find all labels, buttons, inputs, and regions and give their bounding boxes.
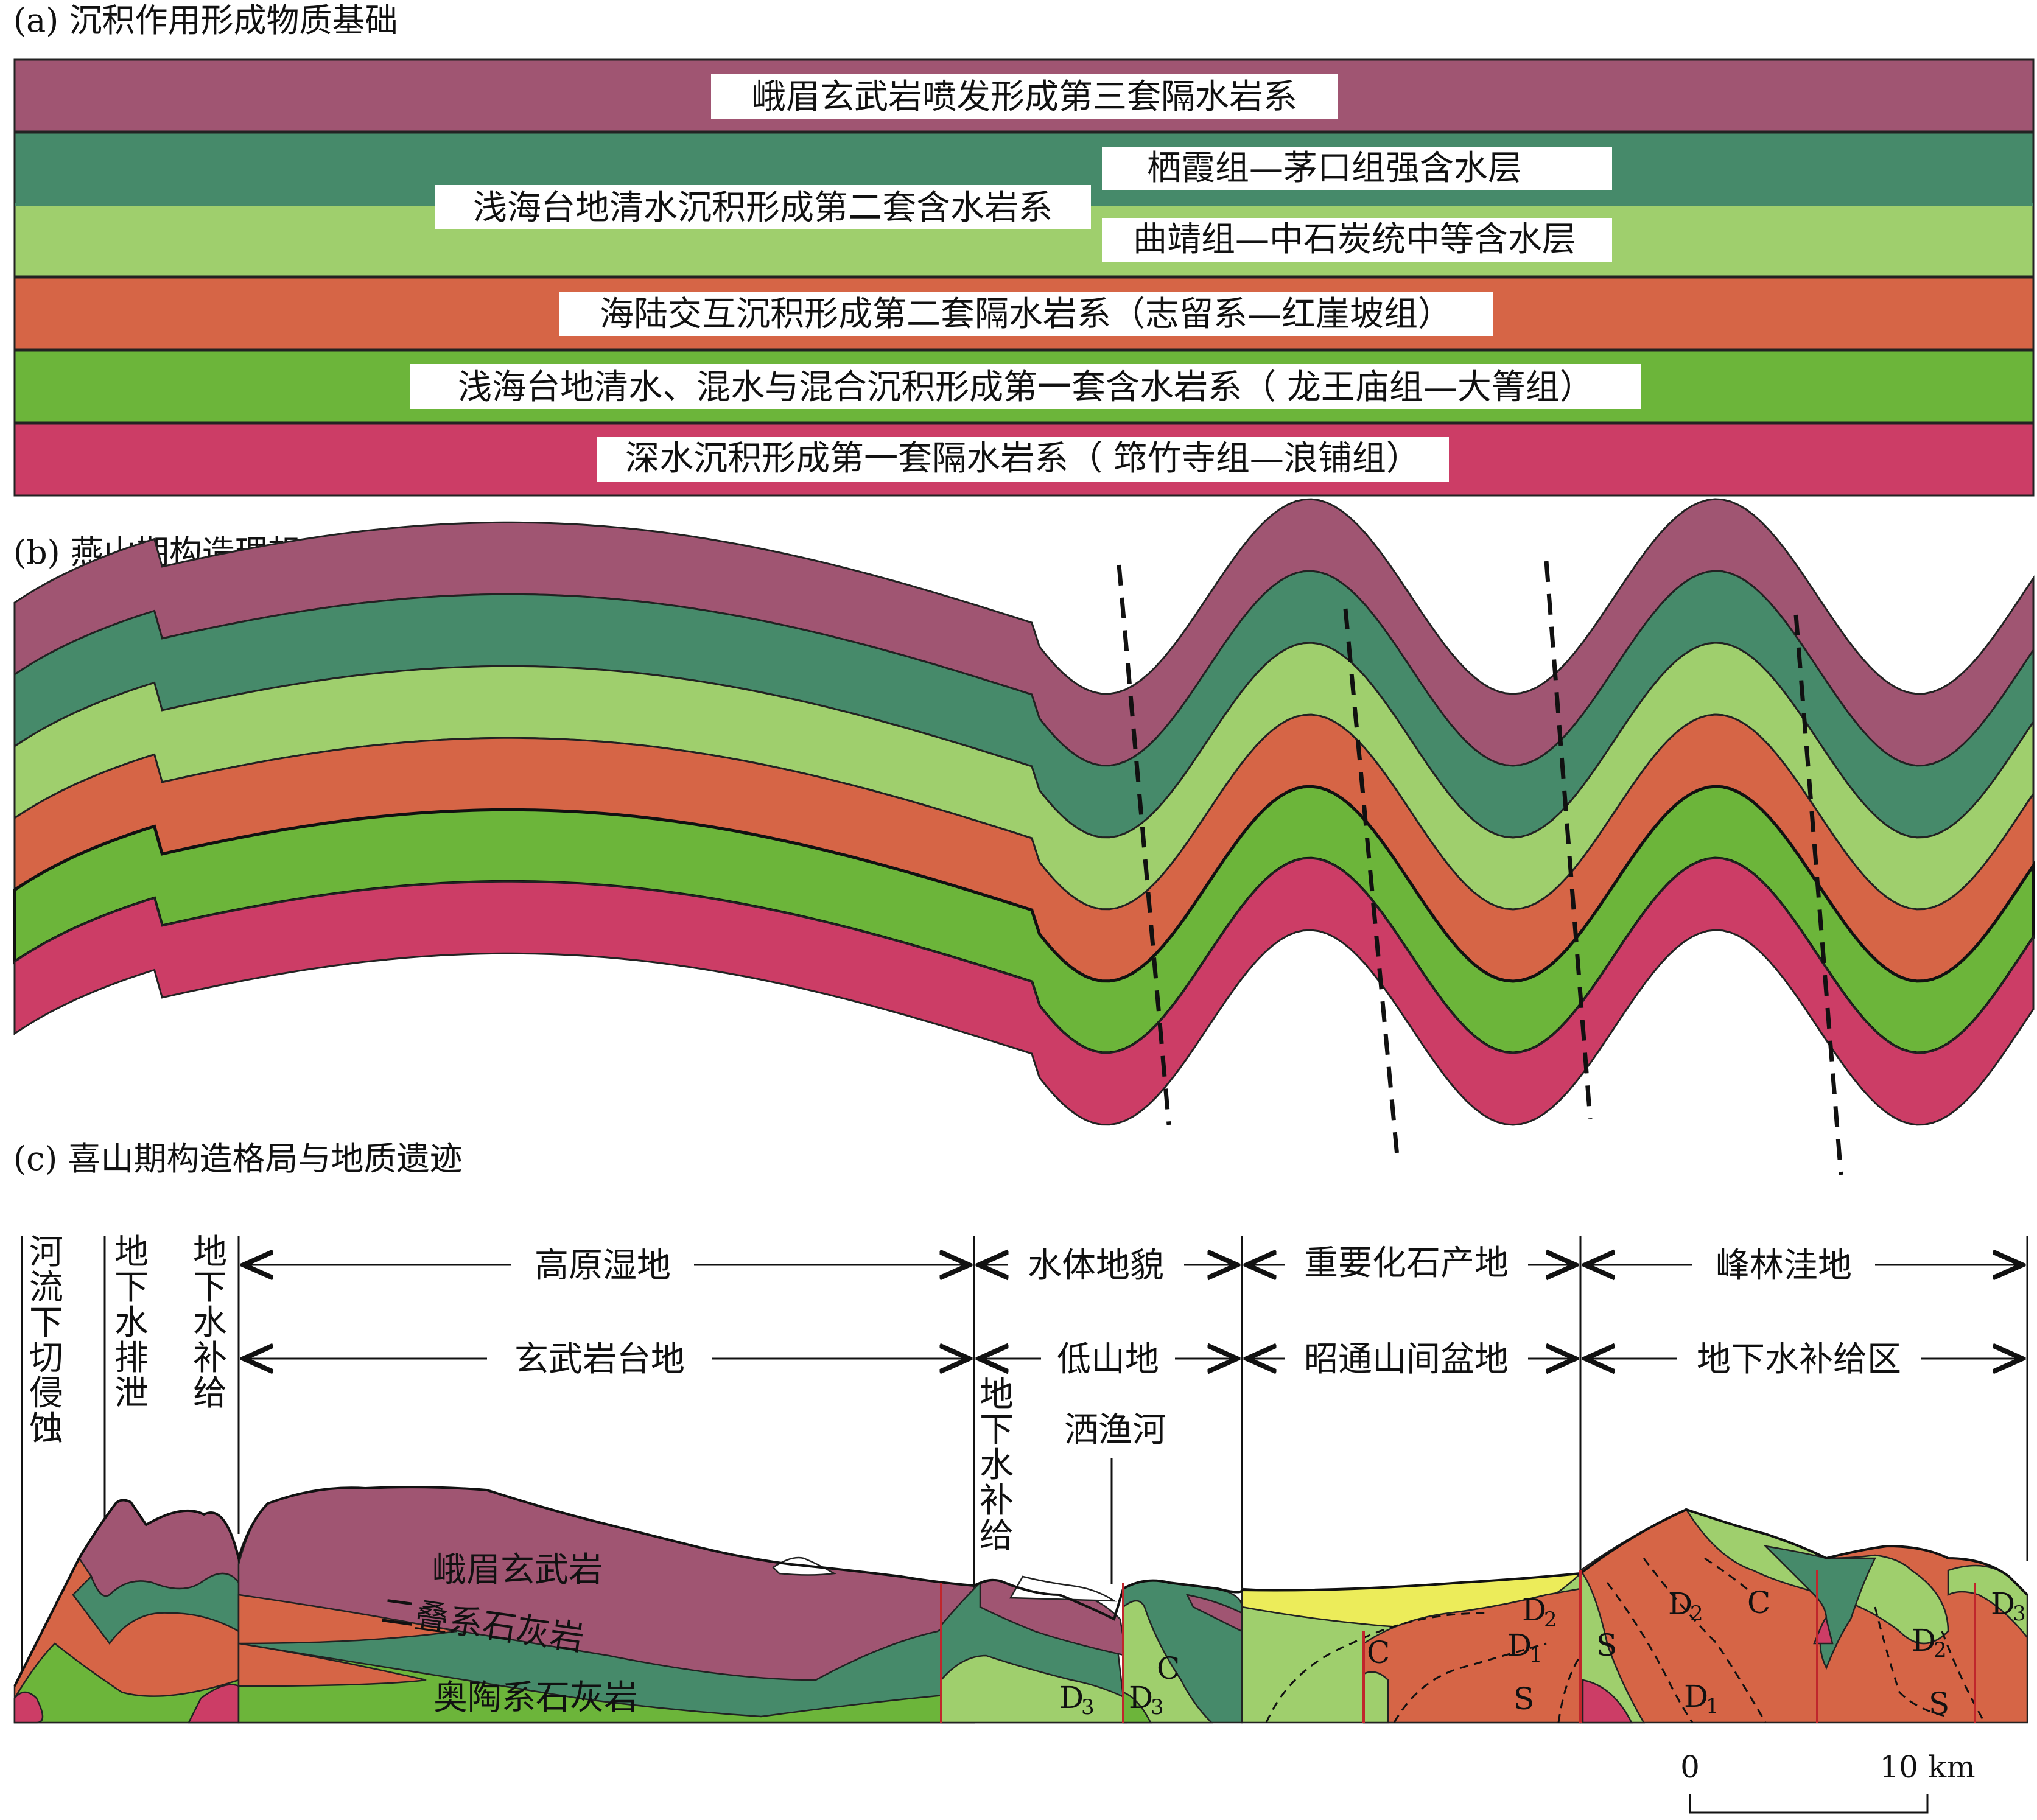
svg-text:3: 3 bbox=[1151, 1695, 1164, 1720]
sym-S: S bbox=[1929, 1686, 1949, 1721]
svg-text:2: 2 bbox=[1690, 1601, 1703, 1626]
scale-ten: 10 km bbox=[1879, 1749, 1975, 1785]
zone-low-hill: 低山地 bbox=[1057, 1340, 1159, 1379]
panel-a-bands bbox=[13, 58, 2035, 497]
sym-D: D bbox=[1991, 1586, 2015, 1622]
sym-C: C bbox=[1747, 1585, 1770, 1620]
fold-qiongzhusi bbox=[13, 857, 2035, 1126]
fault-line bbox=[1343, 608, 1400, 1163]
band-label-longwangmiao: 浅海台地清水、混水与混合沉积形成第一套含水岩系（ 龙王庙组—大箐组） bbox=[458, 368, 1594, 407]
zone-peak-forest: 峰林洼地 bbox=[1716, 1246, 1852, 1286]
vertical-label-lowhill-recharge: 地下水补给 bbox=[980, 1375, 1014, 1556]
band-label-silurian: 海陆交互沉积形成第二套隔水岩系（志留系—红崖坡组） bbox=[600, 295, 1452, 334]
zone-labels: 高原湿地 水体地貌 重要化石产地 峰林洼地 玄武岩台地 低山地 昭通山间盆地 地… bbox=[514, 1244, 1901, 1379]
sym-S: S bbox=[1513, 1681, 1534, 1717]
sym-D: D bbox=[1522, 1592, 1546, 1628]
folded-strata bbox=[13, 498, 2035, 1126]
fault-line bbox=[1793, 614, 1843, 1175]
zone-water-landform: 水体地貌 bbox=[1028, 1246, 1164, 1286]
panel-c-title: (c) 喜山期构造格局与地质遗迹 bbox=[13, 1139, 463, 1178]
zone-basalt-plateau: 玄武岩台地 bbox=[514, 1340, 685, 1379]
vertical-label-0: 河流下切侵蚀 bbox=[29, 1233, 63, 1449]
faults bbox=[1117, 561, 1843, 1175]
sym-C: C bbox=[1157, 1651, 1180, 1686]
band-label-qixia: 栖霞组—茅口组强含水层 bbox=[1147, 149, 1522, 188]
band-label-basalt: 峨眉玄武岩喷发形成第三套隔水岩系 bbox=[752, 77, 1297, 117]
svg-text:3: 3 bbox=[2013, 1601, 2026, 1626]
sym-D: D bbox=[1059, 1680, 1084, 1715]
zone-recharge-area: 地下水补给区 bbox=[1697, 1340, 1901, 1379]
sym-D: D bbox=[1912, 1623, 1936, 1658]
sym-D: D bbox=[1684, 1679, 1708, 1714]
zone-zhaotong-basin: 昭通山间盆地 bbox=[1304, 1340, 1509, 1379]
vertical-label-1: 地下水排泄 bbox=[114, 1233, 149, 1413]
panel-a-title: (a) 沉积作用形成物质基础 bbox=[13, 1, 398, 40]
svg-text:2: 2 bbox=[1544, 1608, 1557, 1632]
svg-text:1: 1 bbox=[1529, 1643, 1543, 1667]
vertical-label-2: 地下水补给 bbox=[193, 1233, 227, 1413]
svg-text:2: 2 bbox=[1934, 1638, 1947, 1662]
band-label-qujing: 曲靖组—中石炭统中等含水层 bbox=[1133, 220, 1576, 259]
sym-D: D bbox=[1668, 1586, 1692, 1622]
rock-label-ordovician: 奥陶系石灰岩 bbox=[433, 1678, 638, 1718]
band-label-qiongzhusi: 深水沉积形成第一套隔水岩系（ 筇竹寺组—浪铺组） bbox=[625, 439, 1420, 478]
sym-D: D bbox=[1507, 1628, 1532, 1663]
scale-zero: 0 bbox=[1680, 1749, 1700, 1785]
zone-dividers bbox=[21, 1236, 2028, 1680]
band-group-label: 浅海台地清水沉积形成第二套含水岩系 bbox=[473, 188, 1053, 228]
svg-text:1: 1 bbox=[1706, 1694, 1719, 1718]
rock-label-basalt: 峨眉玄武岩 bbox=[432, 1550, 603, 1590]
contact-lines bbox=[1265, 1557, 1986, 1723]
sym-C: C bbox=[1367, 1635, 1390, 1670]
fault-line bbox=[1117, 564, 1171, 1125]
sym-S: S bbox=[1596, 1628, 1617, 1663]
fault-line bbox=[1544, 561, 1593, 1119]
svg-text:3: 3 bbox=[1081, 1695, 1095, 1720]
river-label: 洒渔河 bbox=[1064, 1410, 1166, 1450]
red-faults bbox=[940, 1570, 1976, 1723]
cross-section bbox=[13, 1486, 2028, 1724]
stratum-symbols: C C C D 3 D 3 D 2 D 1 S S D 2 D 1 D 2 S … bbox=[1059, 1585, 2026, 1721]
sym-D: D bbox=[1129, 1680, 1153, 1715]
zone-fossil-site: 重要化石产地 bbox=[1304, 1244, 1509, 1283]
zone-highland-wetland: 高原湿地 bbox=[535, 1246, 671, 1286]
scale-bar: 0 10 km bbox=[1680, 1749, 1976, 1814]
zone-arrows bbox=[244, 1265, 2022, 1359]
